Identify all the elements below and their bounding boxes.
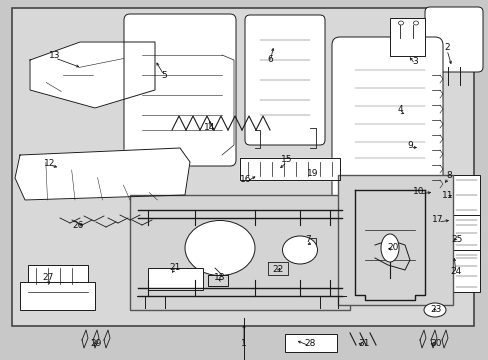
Text: 17: 17	[431, 216, 443, 225]
Bar	[285, 334, 336, 352]
Bar	[451, 215, 479, 263]
Text: 31: 31	[358, 339, 369, 348]
Bar	[451, 250, 479, 292]
Text: 2: 2	[443, 42, 449, 51]
Ellipse shape	[413, 21, 418, 25]
Polygon shape	[30, 42, 155, 108]
Text: 1: 1	[241, 339, 246, 348]
Bar	[451, 175, 479, 230]
Bar	[389, 18, 424, 56]
Ellipse shape	[282, 236, 317, 264]
Text: 30: 30	[429, 339, 441, 348]
Polygon shape	[374, 240, 409, 270]
Text: 3: 3	[411, 58, 417, 67]
Text: 24: 24	[449, 266, 461, 275]
Polygon shape	[240, 158, 339, 180]
Ellipse shape	[380, 234, 398, 262]
Text: 20: 20	[386, 243, 398, 252]
FancyBboxPatch shape	[424, 7, 482, 72]
Text: 25: 25	[450, 235, 462, 244]
Text: 15: 15	[281, 156, 292, 165]
Ellipse shape	[184, 220, 254, 275]
FancyBboxPatch shape	[124, 14, 236, 166]
Text: 4: 4	[396, 105, 402, 114]
Text: 8: 8	[445, 171, 451, 180]
Text: 21: 21	[169, 262, 181, 271]
Text: 19: 19	[306, 168, 318, 177]
Text: 12: 12	[44, 158, 56, 167]
Ellipse shape	[398, 21, 403, 25]
Text: 10: 10	[412, 188, 424, 197]
Text: 27: 27	[42, 274, 54, 283]
Bar	[28, 265, 88, 287]
Bar	[148, 268, 203, 290]
FancyBboxPatch shape	[244, 15, 325, 145]
FancyBboxPatch shape	[331, 37, 442, 208]
Ellipse shape	[423, 303, 445, 317]
Text: 16: 16	[240, 175, 251, 184]
Text: 28: 28	[304, 339, 315, 348]
Polygon shape	[15, 148, 190, 200]
Text: 6: 6	[266, 55, 272, 64]
Text: 18: 18	[214, 274, 225, 283]
Text: 7: 7	[305, 235, 310, 244]
Text: 22: 22	[272, 265, 283, 274]
Text: 23: 23	[429, 306, 441, 315]
Text: 26: 26	[72, 220, 83, 230]
Text: 29: 29	[90, 339, 102, 348]
Text: 9: 9	[407, 140, 412, 149]
Text: 5: 5	[161, 71, 166, 80]
Bar	[130, 195, 349, 310]
Text: 13: 13	[49, 50, 61, 59]
Bar	[337, 175, 452, 305]
Bar	[12, 8, 473, 326]
Text: 11: 11	[441, 190, 453, 199]
Bar	[20, 282, 95, 310]
Text: 14: 14	[204, 123, 215, 132]
